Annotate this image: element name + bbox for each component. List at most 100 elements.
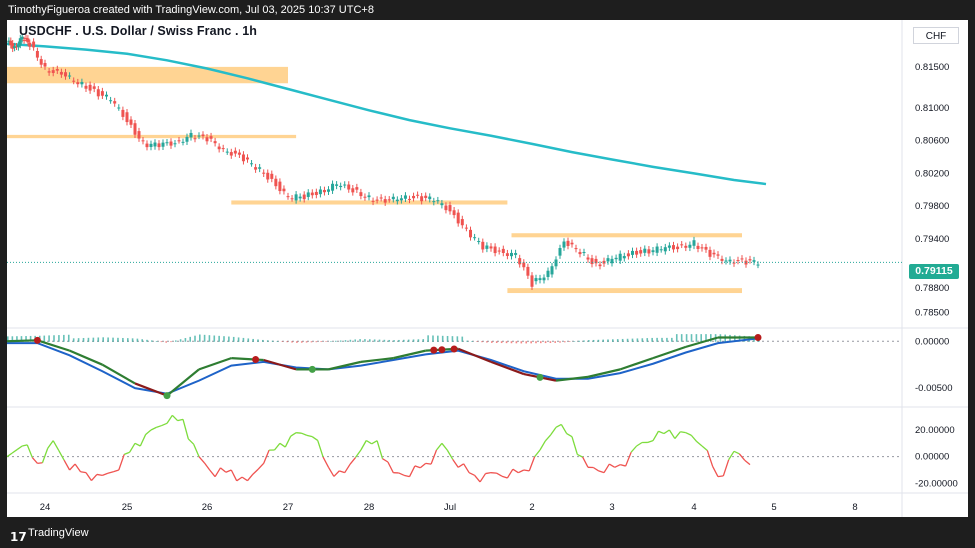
oscillator-line-segment: [372, 441, 377, 444]
price-candle: [335, 184, 338, 186]
price-candle: [287, 196, 290, 197]
macd-histogram-bar: [681, 334, 683, 342]
price-axis-tick: 0.79400: [915, 234, 949, 245]
oscillator-line-segment: [253, 469, 258, 474]
price-candle: [668, 246, 671, 248]
macd-histogram-bar: [151, 340, 153, 341]
macd-histogram-bar: [238, 337, 240, 341]
price-candle: [531, 275, 534, 286]
price-candle: [490, 246, 493, 248]
oscillator-line-segment: [108, 472, 113, 474]
time-axis-tick: 25: [122, 502, 133, 513]
macd-histogram-bar: [345, 340, 347, 342]
price-axis-tick: 0.81500: [915, 62, 949, 73]
price-candle: [186, 137, 189, 142]
oscillator-line-segment: [653, 431, 658, 440]
price-candle: [282, 189, 285, 192]
price-candle: [424, 196, 427, 198]
oscillator-line-segment: [275, 443, 280, 450]
price-candle: [368, 195, 371, 197]
macd-histogram-bar: [471, 341, 473, 342]
price-candle: [583, 252, 586, 253]
price-candle: [226, 152, 229, 153]
macd-cross-marker: [430, 347, 437, 354]
oscillator-line-segment: [567, 434, 572, 437]
macd-histogram-bar: [671, 338, 673, 342]
price-candle: [166, 142, 169, 143]
macd-line-segment: [458, 349, 491, 362]
macd-histogram-bar: [359, 339, 361, 342]
price-candle: [543, 278, 546, 281]
price-candle: [551, 266, 554, 274]
price-candle: [526, 267, 529, 276]
price-candle: [130, 120, 133, 125]
price-candle: [461, 219, 464, 225]
macd-histogram-bar: [48, 335, 50, 341]
price-candle: [396, 200, 399, 202]
price-candle: [254, 167, 257, 169]
macd-histogram-bar: [452, 336, 454, 342]
macd-histogram-bar: [78, 338, 80, 342]
macd-histogram-bar: [646, 338, 648, 342]
price-candle: [737, 260, 740, 261]
currency-button[interactable]: CHF: [913, 27, 959, 44]
price-candle: [757, 265, 760, 266]
price-candle: [134, 123, 137, 135]
oscillator-line-segment: [318, 440, 323, 457]
oscillator-line-segment: [366, 441, 371, 444]
support-resistance-zone: [507, 288, 742, 293]
price-candle: [162, 143, 165, 147]
macd-histogram-bar: [165, 341, 167, 342]
footer-bar: 𝟭𝟳 TradingView: [0, 522, 975, 546]
oscillator-line-segment: [59, 450, 64, 460]
oscillator-line-segment: [593, 468, 598, 471]
price-candle: [101, 91, 104, 96]
price-axis-tick: 0.81000: [915, 103, 949, 114]
macd-histogram-bar: [403, 340, 405, 342]
time-axis-tick: 26: [202, 502, 213, 513]
macd-histogram-bar: [218, 336, 220, 342]
macd-axis-tick: -0.00500: [915, 383, 953, 394]
price-candle: [725, 261, 728, 262]
oscillator-line-segment: [75, 464, 80, 472]
oscillator-line-segment: [183, 419, 188, 439]
macd-histogram-bar: [447, 336, 449, 342]
macd-histogram-bar: [107, 337, 109, 341]
time-axis-tick: 27: [283, 502, 294, 513]
macd-histogram-bar: [223, 336, 225, 342]
macd-cross-marker: [34, 337, 41, 344]
price-candle: [457, 213, 460, 224]
oscillator-line-segment: [437, 443, 442, 450]
price-candle: [591, 258, 594, 264]
oscillator-line-segment: [620, 465, 625, 466]
macd-histogram-bar: [117, 338, 119, 342]
macd-histogram-bar: [516, 341, 518, 343]
oscillator-line-segment: [334, 471, 339, 477]
oscillator-line-segment: [431, 450, 436, 464]
oscillator-line-segment: [124, 452, 129, 454]
oscillator-line-segment: [135, 443, 140, 446]
oscillator-line-segment: [734, 451, 739, 453]
oscillator-line-segment: [329, 467, 334, 476]
support-resistance-zone: [512, 233, 743, 237]
macd-cross-marker: [438, 346, 445, 353]
price-candle: [753, 260, 756, 262]
oscillator-line-segment: [130, 443, 135, 452]
oscillator-line-segment: [513, 469, 518, 472]
chart-canvas[interactable]: 0.815000.810000.806000.802000.798000.794…: [7, 20, 968, 517]
macd-histogram-bar: [384, 340, 386, 342]
oscillator-line-segment: [162, 423, 167, 425]
symbol-title[interactable]: USDCHF . U.S. Dollar / Swiss Franc . 1h: [19, 24, 257, 38]
price-candle: [262, 173, 265, 174]
footer-brand: TradingView: [28, 522, 89, 544]
oscillator-line-segment: [469, 473, 474, 476]
price-candle: [607, 258, 610, 261]
time-axis-tick: 2: [529, 502, 534, 513]
price-axis-tick: 0.79800: [915, 201, 949, 212]
oscillator-line-segment: [12, 450, 17, 454]
price-candle: [643, 249, 646, 253]
oscillator-line-segment: [604, 464, 609, 473]
macd-histogram-bar: [583, 340, 585, 341]
oscillator-line-segment: [172, 415, 177, 420]
